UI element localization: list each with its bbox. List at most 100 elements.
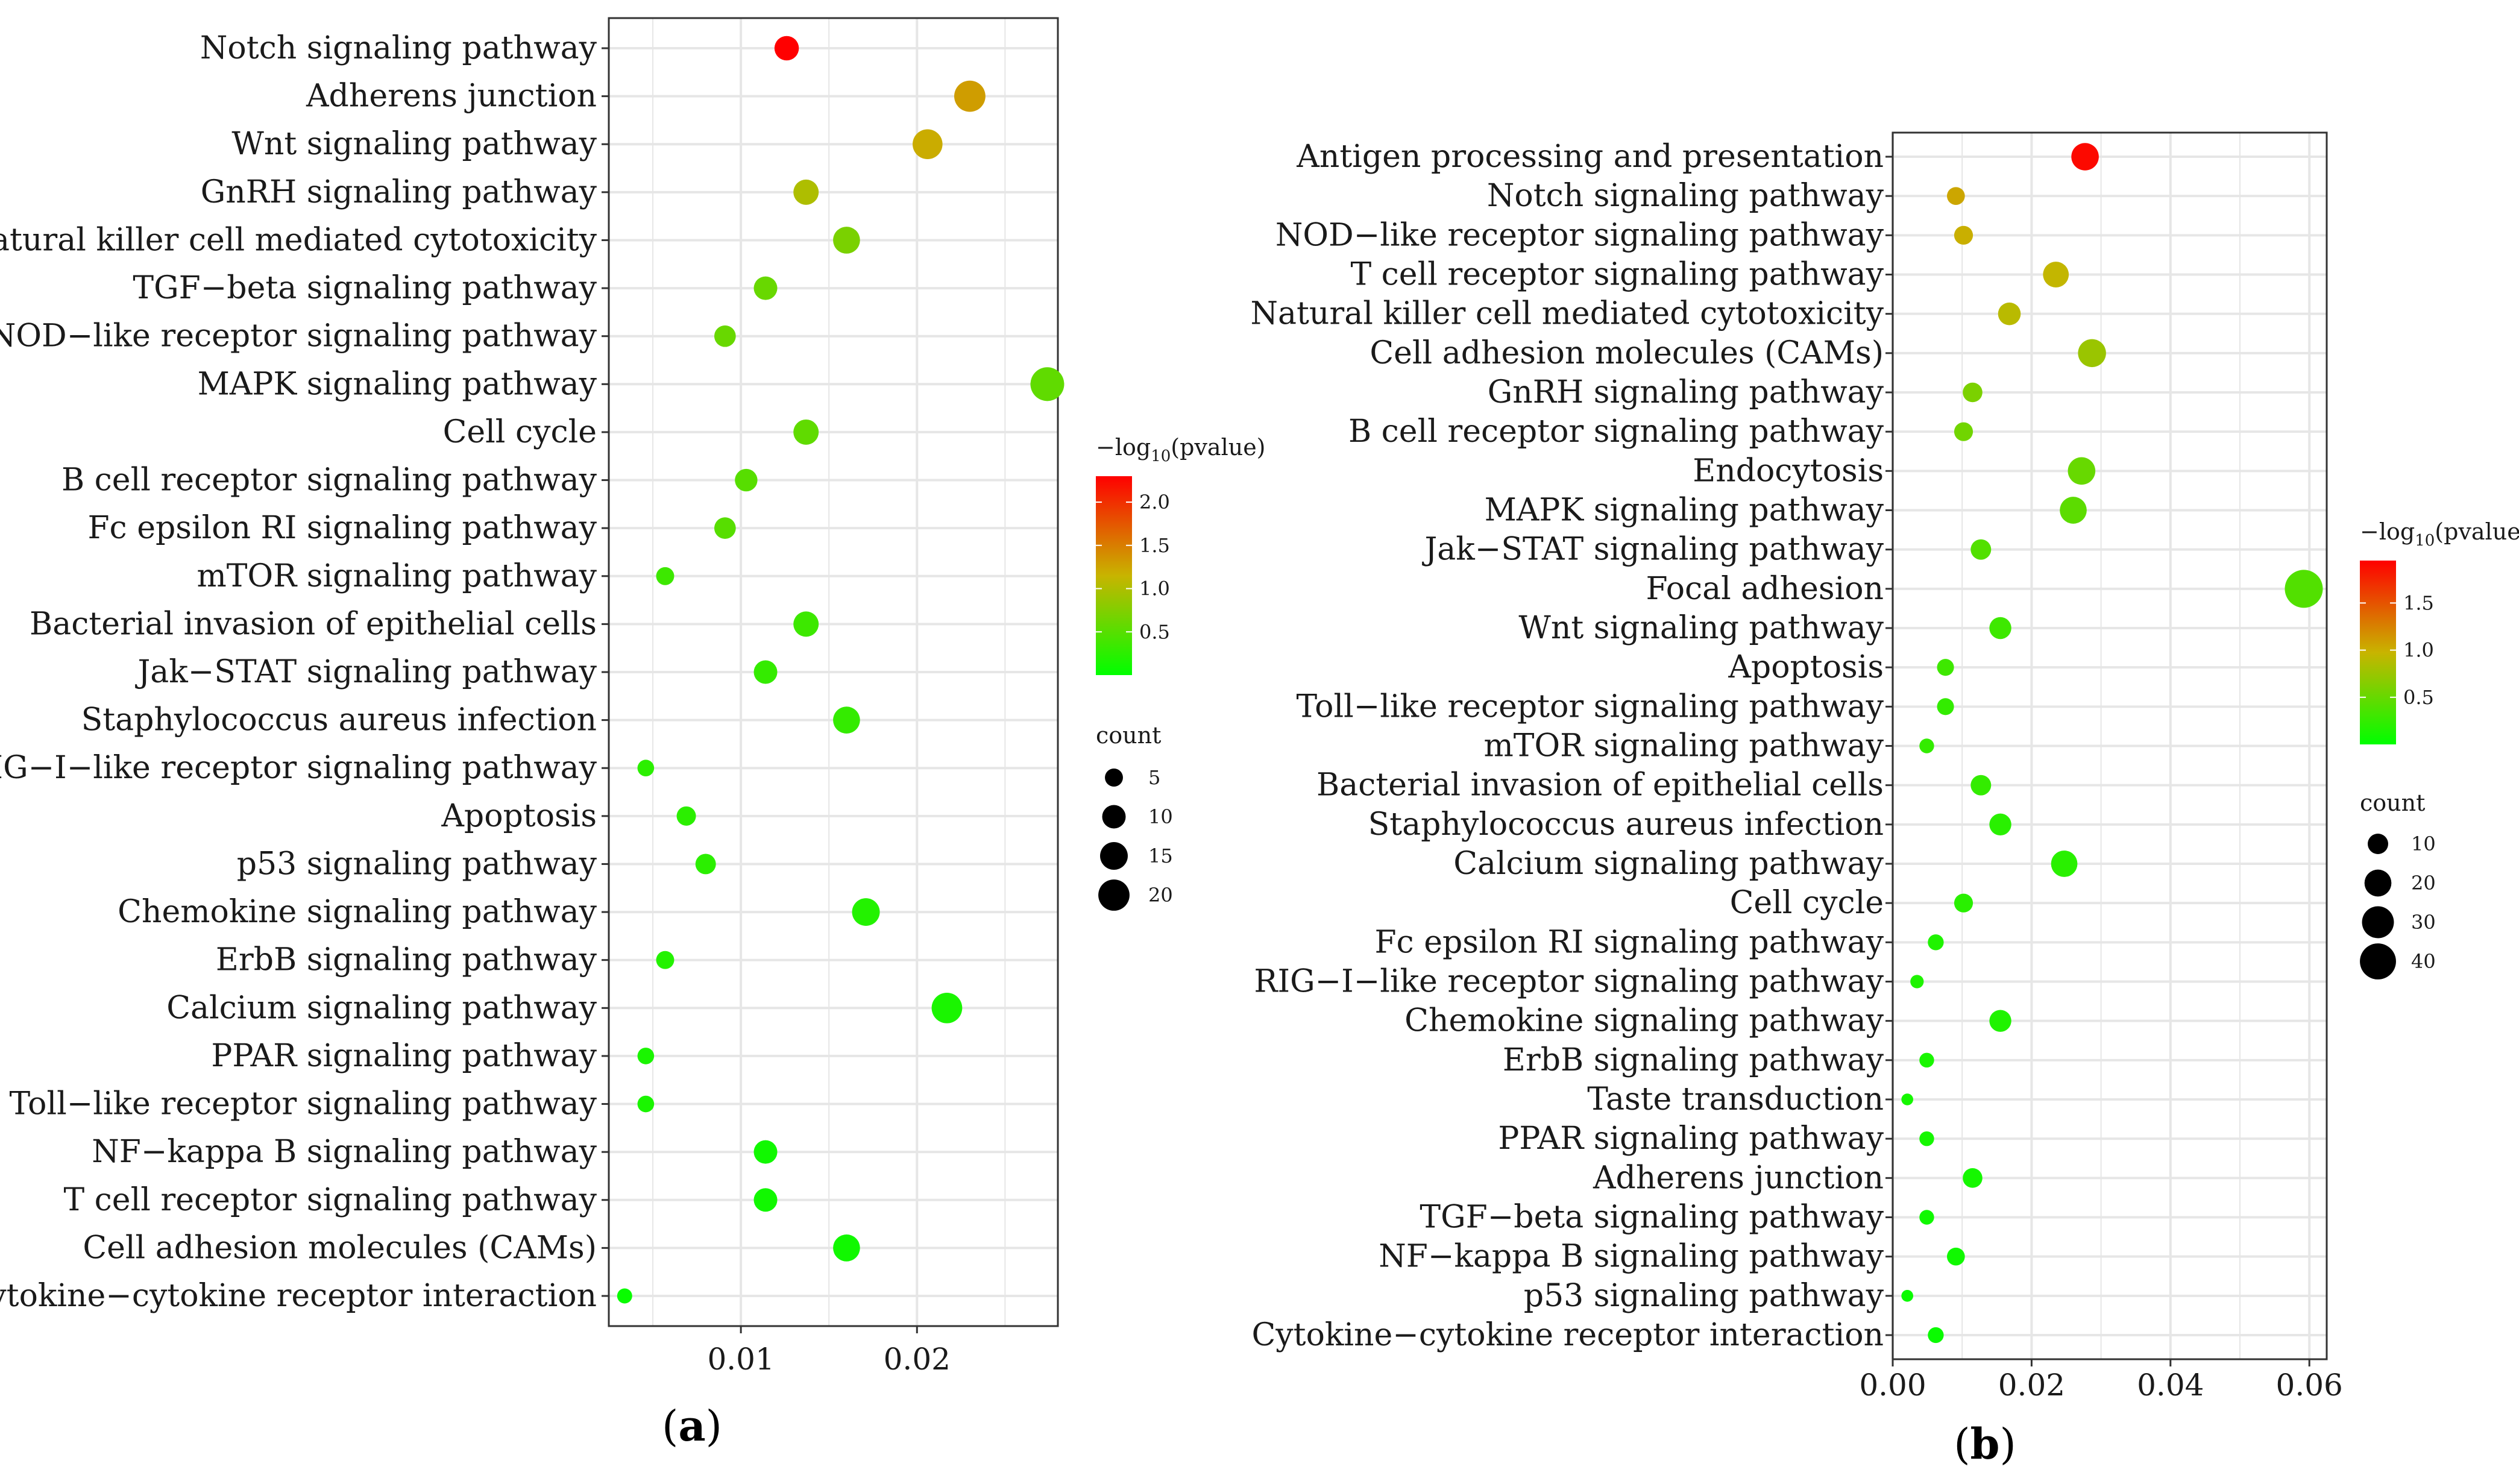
category-label: Wnt signaling pathway xyxy=(231,126,597,162)
data-point xyxy=(833,227,860,254)
category-label: Notch signaling pathway xyxy=(1487,178,1884,214)
size-legend-label: 10 xyxy=(2411,832,2436,855)
x-tick-label: 0.04 xyxy=(2137,1368,2204,1403)
category-label: Taste transduction xyxy=(1587,1081,1884,1118)
data-point xyxy=(1937,659,1954,676)
data-point xyxy=(1946,187,1965,206)
x-tick-label: 0.00 xyxy=(1859,1368,1926,1403)
size-legend-label: 5 xyxy=(1148,766,1160,789)
panel-b-label: (b) xyxy=(1954,1419,2016,1469)
size-legend-label: 10 xyxy=(1148,805,1173,828)
size-legend-key xyxy=(1098,879,1130,911)
category-label: Toll−like receptor signaling pathway xyxy=(1297,688,1884,725)
size-legend-label: 20 xyxy=(1148,884,1173,907)
size-legend-label: 20 xyxy=(2411,872,2436,894)
category-label: GnRH signaling pathway xyxy=(201,174,597,210)
panel-a-plot: Notch signaling pathway Adherens junction… xyxy=(0,17,1065,1377)
data-point xyxy=(1919,1131,1934,1146)
data-point xyxy=(753,1140,778,1164)
category-label: Bacterial invasion of epithelial cells xyxy=(30,606,597,642)
category-label: Cell cycle xyxy=(1730,885,1884,921)
data-point xyxy=(753,1188,778,1212)
size-legend-key xyxy=(2360,943,2396,979)
category-label: mTOR signaling pathway xyxy=(197,558,597,594)
data-point xyxy=(637,1048,655,1064)
data-point xyxy=(1030,367,1065,401)
category-label: Cytokine−cytokine receptor interaction xyxy=(1252,1317,1884,1353)
data-point xyxy=(656,951,675,969)
size-legend-key xyxy=(2364,869,2392,897)
size-legend-label: 30 xyxy=(2411,911,2436,934)
data-point xyxy=(753,276,778,300)
category-label: Natural killer cell mediated cytotoxicit… xyxy=(1250,296,1884,332)
data-point xyxy=(1919,1052,1934,1068)
data-point xyxy=(2068,457,2096,485)
size-legend-label: 15 xyxy=(1148,844,1173,867)
data-point xyxy=(793,611,819,637)
x-tick-label: 0.02 xyxy=(1998,1368,2065,1403)
category-label: T cell receptor signaling pathway xyxy=(1350,257,1884,293)
color-legend-tick-label: 1.0 xyxy=(2403,639,2434,662)
category-label: ErbB signaling pathway xyxy=(1503,1042,1884,1078)
data-point xyxy=(676,806,696,826)
color-legend-tick-label: 1.5 xyxy=(1139,534,1170,557)
category-label: PPAR signaling pathway xyxy=(1498,1121,1884,1157)
panel-b-plot: Antigen processing and presentationNotch… xyxy=(1250,131,2343,1403)
category-label: Endocytosis xyxy=(1693,453,1884,489)
x-tick-label: 0.02 xyxy=(884,1342,951,1377)
category-label: NOD−like receptor signaling pathway xyxy=(0,318,597,354)
data-point xyxy=(1937,698,1954,715)
data-point xyxy=(656,567,675,585)
size-legend-title: count xyxy=(2360,790,2425,816)
data-point xyxy=(852,898,880,926)
data-point xyxy=(753,660,778,684)
color-legend-title: −log10(pvalue) xyxy=(1096,434,1266,465)
data-point xyxy=(793,179,819,205)
data-point xyxy=(1928,1327,1944,1344)
color-legend-tick-label: 2.0 xyxy=(1139,491,1170,514)
color-legend-title: −log10(pvalue) xyxy=(2360,518,2519,550)
data-point xyxy=(1910,975,1924,989)
category-label: Staphylococcus aureus infection xyxy=(1368,806,1884,843)
data-point xyxy=(1901,1093,1913,1105)
data-point xyxy=(1919,1210,1934,1225)
data-point xyxy=(617,1288,632,1304)
data-point xyxy=(1970,539,1992,560)
data-point xyxy=(1928,934,1944,951)
size-legend-label: 40 xyxy=(2411,950,2436,973)
data-point xyxy=(1946,1247,1965,1266)
category-label: MAPK signaling pathway xyxy=(1485,492,1884,529)
category-label: p53 signaling pathway xyxy=(1524,1278,1884,1314)
size-legend-key xyxy=(2368,834,2388,854)
size-legend-key xyxy=(1105,769,1123,787)
data-point xyxy=(954,80,986,112)
data-point xyxy=(1989,1010,2011,1032)
size-legend-title: count xyxy=(1096,722,1161,749)
category-label: NOD−like receptor signaling pathway xyxy=(1275,217,1884,253)
category-label: GnRH signaling pathway xyxy=(1488,374,1884,410)
data-point xyxy=(1989,813,2011,836)
size-legend-key xyxy=(1102,805,1126,829)
data-point xyxy=(637,759,655,777)
category-label: Staphylococcus aureus infection xyxy=(81,702,597,738)
category-label: Notch signaling pathway xyxy=(200,30,597,66)
category-label: Chemokine signaling pathway xyxy=(118,894,597,930)
category-label: MAPK signaling pathway xyxy=(198,366,597,402)
panel-b-legend: −log10(pvalue) 0.5 1.0 1.5 count 10 20 30 40 xyxy=(2360,518,2519,979)
data-point xyxy=(695,854,716,875)
color-legend-tick-label: 1.0 xyxy=(1139,577,1170,600)
panel-a-label: (a) xyxy=(662,1401,722,1451)
category-label: Natural killer cell mediated cytotoxicit… xyxy=(0,222,597,258)
category-label: Cell cycle xyxy=(443,414,597,450)
size-legend-key xyxy=(1100,842,1128,870)
data-point xyxy=(1963,1168,1983,1188)
category-label: Jak−STAT signaling pathway xyxy=(1421,532,1884,568)
data-point xyxy=(735,468,758,492)
x-tick-label: 0.01 xyxy=(707,1342,774,1377)
category-label: Adherens junction xyxy=(306,78,597,115)
category-label: Apoptosis xyxy=(441,798,597,834)
data-point xyxy=(2078,339,2106,368)
data-point xyxy=(1954,422,1973,441)
data-point xyxy=(714,325,736,347)
